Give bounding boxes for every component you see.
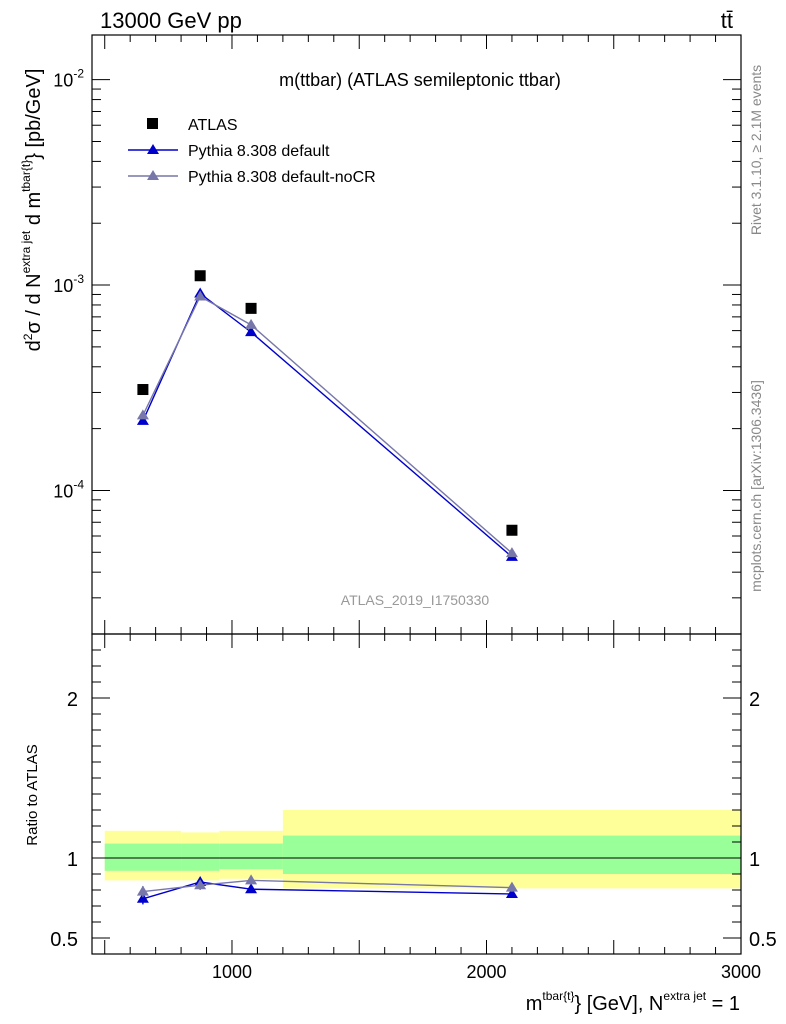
data-point-pythia-8-308-default [136, 414, 149, 425]
ratio-band-inner [219, 843, 283, 870]
ratio-series-group [136, 874, 518, 905]
x-tick-label: 3000 [721, 962, 761, 982]
legend-label-default: Pythia 8.308 default [188, 143, 330, 160]
main-y-tick-label: 10-3 [53, 272, 84, 296]
ratio-plot-frame [91, 633, 742, 955]
legend-label-nocr: Pythia 8.308 default-noCR [188, 169, 376, 186]
data-point-atlas [506, 524, 518, 536]
legend: ATLAS Pythia 8.308 default Pythia 8.308 … [128, 117, 376, 186]
data-point-pythia-8-308-default-nocr [194, 290, 207, 301]
data-point-pythia-8-308-default-nocr [505, 547, 518, 558]
x-tick-label: 1000 [212, 962, 252, 982]
data-point-atlas [137, 384, 149, 396]
ratio-point-pythia-8-308-default [245, 883, 258, 894]
ratio-y-tick-label-left: 0.5 [50, 929, 78, 951]
ratio-band-inner [282, 835, 741, 874]
x-axis-title: mtbar{t}} [GeV], Nextra jet = 1 [526, 989, 740, 1015]
main-y-axis-title: d2σ / d Nextra jet d mtbar{t}} [pb/GeV] [19, 69, 45, 352]
plot-title: m(ttbar) (ATLAS semileptonic ttbar) [279, 70, 561, 90]
ratio-band-inner [104, 843, 182, 871]
legend-marker-nocr [147, 170, 159, 180]
main-y-tick-label: 10-4 [53, 477, 84, 501]
data-point-atlas [194, 270, 206, 282]
ratio-y-tick-label-right: 1 [749, 849, 760, 871]
data-point-pythia-8-308-default-nocr [136, 409, 149, 420]
ratio-point-pythia-8-308-default-nocr [194, 879, 207, 890]
x-tick-label: 2000 [466, 962, 506, 982]
ratio-y-tick-label-right: 2 [749, 689, 760, 711]
ratio-band-inner [181, 843, 220, 871]
axis-ticks [92, 35, 742, 955]
series-line-pythia-8-308-default [142, 292, 513, 558]
ratio-line-pythia-8-308-default-nocr [142, 879, 512, 893]
ratio-point-pythia-8-308-default [136, 892, 149, 903]
ratio-point-pythia-8-308-default-nocr [245, 874, 258, 885]
energy-label: 13000 GeV pp [100, 8, 242, 33]
ratio-point-pythia-8-308-default-nocr [505, 881, 518, 892]
rivet-label: Rivet 3.1.10, ≥ 2.1M events [748, 65, 764, 235]
legend-marker-default [147, 144, 159, 154]
data-point-pythia-8-308-default [245, 326, 258, 337]
ratio-y-axis-title: Ratio to ATLAS [24, 744, 41, 845]
data-point-atlas [245, 302, 257, 314]
main-series-group [136, 270, 518, 561]
series-line-pythia-8-308-default-nocr [142, 295, 513, 554]
ratio-uncertainty-bands [92, 810, 741, 889]
ratio-line-pythia-8-308-default [142, 881, 512, 900]
data-point-pythia-8-308-default-nocr [245, 318, 258, 329]
legend-marker-atlas [147, 118, 158, 129]
main-y-tick-label: 10-2 [53, 67, 84, 91]
ratio-y-tick-label-right: 0.5 [749, 929, 777, 951]
ratio-point-pythia-8-308-default [505, 888, 518, 898]
analysis-watermark: ATLAS_2019_I1750330 [341, 592, 490, 608]
legend-label-atlas: ATLAS [188, 117, 238, 134]
mcplots-label: mcplots.cern.ch [arXiv:1306.3436] [748, 380, 764, 592]
ratio-y-tick-label-left: 2 [67, 689, 78, 711]
ratio-point-pythia-8-308-default-nocr [136, 885, 149, 896]
process-label: tt̄ [721, 8, 733, 33]
ratio-y-tick-label-left: 1 [67, 849, 78, 871]
